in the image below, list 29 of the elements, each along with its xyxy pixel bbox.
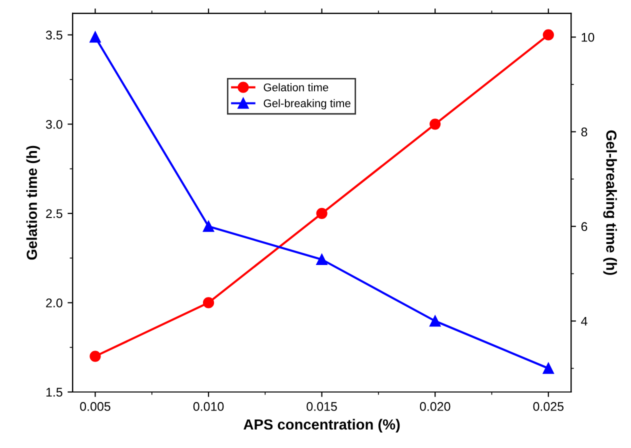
legend-label: Gelation time <box>264 83 328 92</box>
y2-tick-label: 10 <box>582 32 594 42</box>
x-tick-label: 0.020 <box>420 402 450 411</box>
y-tick-label: 3.0 <box>46 120 62 129</box>
legend-label: Gel-breaking time <box>264 99 350 110</box>
y-tick-label: 2.0 <box>46 298 62 308</box>
x-axis-title: APS concentration (%) <box>244 418 400 433</box>
y-tick-label: 2.5 <box>46 209 62 218</box>
y2-axis-title: Gel-breaking time (h) <box>603 130 617 275</box>
x-tick-label: 0.015 <box>306 402 337 411</box>
y2-tick-label: 6 <box>581 222 588 232</box>
point <box>90 32 101 43</box>
x-tick-label: 0.025 <box>533 402 564 411</box>
point <box>316 254 328 266</box>
point <box>202 297 214 308</box>
point <box>430 118 441 130</box>
point <box>202 220 214 232</box>
y2-tick-label: 8 <box>581 128 588 136</box>
y-tick-label: 3.5 <box>46 30 62 40</box>
y2-tick-label: 4 <box>581 316 588 326</box>
point <box>316 208 328 219</box>
point <box>542 362 554 374</box>
point <box>90 350 101 362</box>
y-tick-label: 1.5 <box>46 388 62 397</box>
x-tick-label: 0.005 <box>80 402 110 411</box>
x-tick-label: 0.010 <box>193 402 224 411</box>
point <box>542 29 554 40</box>
y-axis-title: Gelation time (h) <box>26 146 40 260</box>
point <box>430 315 441 327</box>
